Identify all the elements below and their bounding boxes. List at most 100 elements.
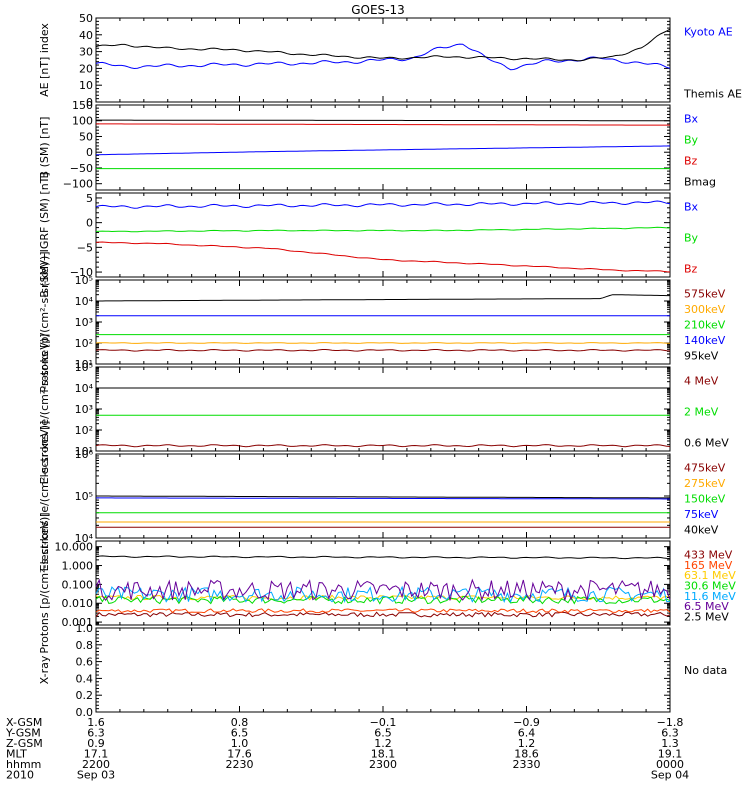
y-tick-label: 10⁵ — [75, 274, 93, 287]
y-tick-label: 20 — [79, 62, 93, 75]
panel-6: 10⁴ 10⁵ 10⁶ Electrons [e/(cm²-s-sr-keV)] 475… — [38, 421, 726, 572]
series-line-30-6-mev — [95, 595, 671, 605]
y-tick-label: 10⁵ — [75, 361, 93, 374]
y-tick-label: 10² — [75, 424, 93, 437]
ephem-value: 0.9 — [87, 737, 105, 750]
legend-by: By — [684, 232, 699, 245]
ephem-value: −1.8 — [657, 716, 684, 729]
y-tick-label: −10 — [70, 266, 93, 279]
legend-75kev: 75keV — [684, 508, 719, 521]
legend-300kev: 300keV — [684, 303, 726, 316]
legend-140kev: 140keV — [684, 334, 726, 347]
y-tick-label: 50 — [79, 12, 93, 25]
y-tick-label: 0.6 — [76, 656, 94, 669]
panel-ylabel: B (SM) [nT] — [38, 117, 51, 179]
panel-ylabel: AE [nT] index — [38, 23, 51, 97]
y-tick-label: 0.0 — [76, 706, 94, 719]
y-tick-label: 100 — [72, 115, 93, 128]
y-tick-label: 10⁴ — [75, 295, 94, 308]
ephem-value: 2300 — [369, 758, 397, 771]
legend-bx: Bx — [684, 113, 699, 126]
series-line-bz — [96, 123, 670, 126]
series-line-bz — [95, 241, 671, 273]
legend-210kev: 210keV — [684, 319, 726, 332]
y-tick-label: 1.0 — [76, 622, 94, 635]
panel-8: 0.0 0.2 0.4 0.6 0.8 1.0 X-ray No data — [38, 622, 727, 719]
series-line-bx — [96, 145, 671, 156]
y-tick-label: 0.2 — [76, 689, 94, 702]
y-tick-label: 0.4 — [76, 672, 94, 685]
y-tick-label: 0.100 — [62, 578, 94, 591]
legend-95kev: 95keV — [684, 350, 719, 363]
series-line-575kev — [95, 348, 671, 352]
panel-frame — [95, 540, 671, 626]
y-tick-label: 0 — [86, 96, 93, 109]
y-tick-label: 10¹ — [75, 445, 93, 458]
series-line-by — [95, 226, 671, 233]
ephem-value: 19.1 — [658, 748, 683, 761]
legend-bz: Bz — [684, 155, 698, 168]
ephem-value: 2200 — [82, 758, 110, 771]
legend-themis-ae: Themis AE — [683, 88, 742, 101]
panel-ylabel: X-ray — [38, 655, 51, 684]
series-line-433-mev — [95, 611, 671, 618]
ephem-value: 18.6 — [514, 748, 539, 761]
y-tick-label: 0 — [86, 146, 93, 159]
ephem-value: 1.2 — [518, 737, 536, 750]
ephem-value: 0.8 — [231, 716, 249, 729]
y-tick-label: 50 — [79, 130, 93, 143]
series-line-6-5-mev — [95, 578, 671, 602]
y-tick-label: −100 — [63, 178, 93, 191]
legend-150kev: 150keV — [684, 493, 726, 506]
y-tick-label: 30 — [79, 46, 93, 59]
y-tick-label: 10 — [79, 79, 93, 92]
series-line-40kev — [96, 495, 670, 499]
panel-ylabel: Protons [p/(cm²-s-sr-keV)] — [38, 251, 51, 392]
ephem-row-label: Z-GSM — [6, 737, 43, 750]
ephem-value: 6.3 — [661, 727, 679, 740]
legend-bx: Bx — [684, 200, 699, 213]
legend-11-6-mev: 11.6 MeV — [684, 590, 736, 603]
panel-2: −100 −50 0 50 100 150 B (SM) [nT] Bx By Bz Bmag — [38, 99, 716, 191]
ephem-row-label: X-GSM — [6, 716, 42, 729]
ephem-value: 0000 — [656, 758, 684, 771]
panel-ylabel: B (SM)−IGRF (SM) [nT] — [38, 172, 51, 297]
y-tick-label: 10¹ — [75, 358, 93, 371]
ephem-row-label: Y-GSM — [5, 727, 41, 740]
panel-4: 10¹ 10² 10³ 10⁴ 10⁵ Protons [p/(cm²-s-sr-keV)… — [38, 251, 726, 392]
ephem-value: 17.1 — [84, 748, 109, 761]
ephem-value: 1.2 — [374, 737, 392, 750]
y-tick-label: 10⁵ — [75, 490, 93, 503]
ephem-value: 1.6 — [87, 716, 105, 729]
ephem-value: 6.3 — [87, 727, 105, 740]
ephem-value: 6.5 — [231, 727, 249, 740]
y-tick-label: 0.001 — [62, 616, 94, 629]
y-tick-label: −5 — [77, 241, 93, 254]
y-tick-label: 0.010 — [62, 597, 94, 610]
y-tick-label: 10³ — [75, 403, 93, 416]
legend-by: By — [684, 134, 699, 147]
ephem-value: Sep 04 — [651, 769, 689, 782]
ephem-value: Sep 03 — [77, 769, 115, 782]
legend-575kev: 575keV — [684, 287, 726, 300]
panel-frame — [95, 627, 671, 713]
legend-275kev: 275keV — [684, 477, 726, 490]
legend-bmag: Bmag — [684, 176, 716, 189]
panel-1: 0 10 20 30 40 50 AE [nT] index Kyoto AE Themis A… — [38, 12, 742, 109]
panel-frame — [95, 279, 671, 365]
legend-63-1-mev: 63.1 MeV — [684, 569, 736, 582]
series-line-themis-ae — [95, 28, 671, 62]
legend-475kev: 475keV — [684, 461, 726, 474]
ephem-value: 1.0 — [231, 737, 249, 750]
ephem-value: 1.3 — [661, 737, 679, 750]
ephem-value: −0.9 — [513, 716, 540, 729]
y-tick-label: 40 — [79, 29, 93, 42]
series-line-165-mev — [95, 608, 671, 614]
y-tick-label: 0 — [86, 217, 93, 230]
ephemeris-table: X-GSMY-GSMZ-GSMMLThhmm20101.66.30.917.12… — [5, 716, 689, 782]
series-line-95kev — [96, 294, 670, 302]
y-tick-label: 10⁶ — [75, 448, 94, 461]
panel-frame — [95, 366, 671, 452]
series-line-bmag — [96, 119, 670, 122]
